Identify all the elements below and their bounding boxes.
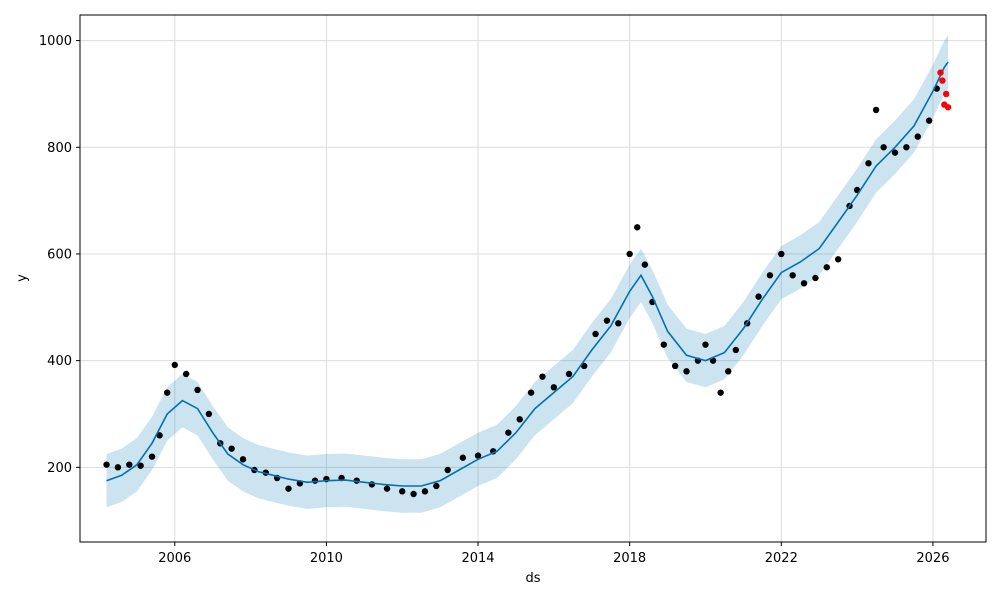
- observed-point: [505, 429, 512, 436]
- x-tick-label: 2026: [916, 551, 949, 566]
- observed-point: [603, 317, 611, 324]
- observed-point: [789, 272, 796, 279]
- y-tick-label: 200: [47, 461, 72, 476]
- plot-frame: [79, 14, 987, 543]
- holdout-points-layer: [937, 69, 952, 111]
- observed-point: [834, 256, 842, 263]
- observed-point: [580, 362, 588, 370]
- observed-point: [872, 106, 880, 114]
- observed-point: [126, 461, 133, 468]
- x-tick-label: 2022: [765, 551, 798, 566]
- observed-point: [459, 454, 467, 461]
- x-tick-label: 2006: [158, 551, 191, 566]
- forecast-line: [106, 61, 949, 487]
- observed-point: [114, 464, 122, 471]
- y-tick-label: 600: [47, 247, 72, 262]
- observed-point: [383, 485, 391, 492]
- observed-point: [671, 362, 679, 370]
- observed-point: [880, 144, 887, 151]
- x-tick-label: 2018: [613, 551, 646, 566]
- observed-point: [823, 264, 830, 271]
- holdout-point: [939, 77, 946, 84]
- tick-layer: 2006 2010 2014 2018 2022 2026 200 400 600 800 1000: [39, 34, 950, 566]
- holdout-point: [942, 90, 950, 98]
- observed-point: [516, 416, 523, 423]
- observed-point: [903, 144, 910, 151]
- observed-point: [182, 370, 190, 378]
- observed-point: [717, 389, 724, 396]
- observed-point: [615, 320, 622, 327]
- observed-point: [163, 389, 171, 396]
- observed-point: [812, 274, 819, 282]
- holdout-point: [944, 104, 952, 111]
- observed-point: [137, 462, 144, 469]
- observed-point: [683, 368, 690, 375]
- observed-point: [660, 341, 667, 348]
- observed-point: [891, 149, 899, 156]
- y-axis-label: y: [15, 274, 30, 282]
- observed-point: [399, 488, 406, 495]
- observed-point: [410, 490, 417, 498]
- uncertainty-band-layer: [106, 35, 949, 513]
- observed-point: [148, 453, 156, 460]
- observed-point: [171, 361, 178, 369]
- observed-point: [311, 477, 319, 484]
- observed-point: [914, 133, 921, 140]
- observed-point: [592, 330, 599, 338]
- observed-point: [865, 160, 872, 167]
- observed-point: [539, 373, 546, 380]
- observed-point: [725, 368, 732, 375]
- observed-point: [755, 293, 762, 300]
- observed-point: [433, 482, 440, 490]
- observed-point: [766, 272, 774, 279]
- x-tick-label: 2014: [461, 551, 494, 566]
- observed-point: [527, 389, 535, 396]
- observed-point: [285, 485, 292, 492]
- observed-point: [732, 346, 740, 354]
- observed-point: [634, 224, 641, 231]
- y-tick-label: 400: [47, 354, 72, 369]
- x-tick-label: 2010: [310, 551, 343, 566]
- observed-point: [800, 280, 808, 287]
- holdout-point: [937, 69, 944, 76]
- observed-point: [444, 466, 451, 474]
- observed-point: [709, 357, 717, 364]
- y-tick-label: 1000: [39, 34, 72, 49]
- observed-point: [641, 261, 649, 268]
- observed-point: [702, 341, 709, 348]
- forecast-line-layer: [106, 61, 949, 487]
- x-axis-label: ds: [525, 571, 540, 586]
- observed-point: [626, 250, 633, 258]
- observed-point: [156, 432, 163, 439]
- observed-point: [228, 445, 235, 452]
- y-tick-label: 800: [47, 141, 72, 156]
- observed-point: [239, 456, 247, 463]
- observed-point: [474, 452, 482, 459]
- uncertainty-band: [106, 35, 949, 513]
- observed-point: [925, 117, 933, 124]
- grid-layer: [80, 15, 986, 542]
- observed-point: [565, 370, 573, 378]
- observed-point: [103, 461, 110, 468]
- observed-point: [205, 410, 213, 418]
- observed-point: [194, 386, 201, 394]
- observed-point: [778, 250, 785, 258]
- observed-point: [550, 384, 558, 391]
- observed-point: [421, 488, 429, 495]
